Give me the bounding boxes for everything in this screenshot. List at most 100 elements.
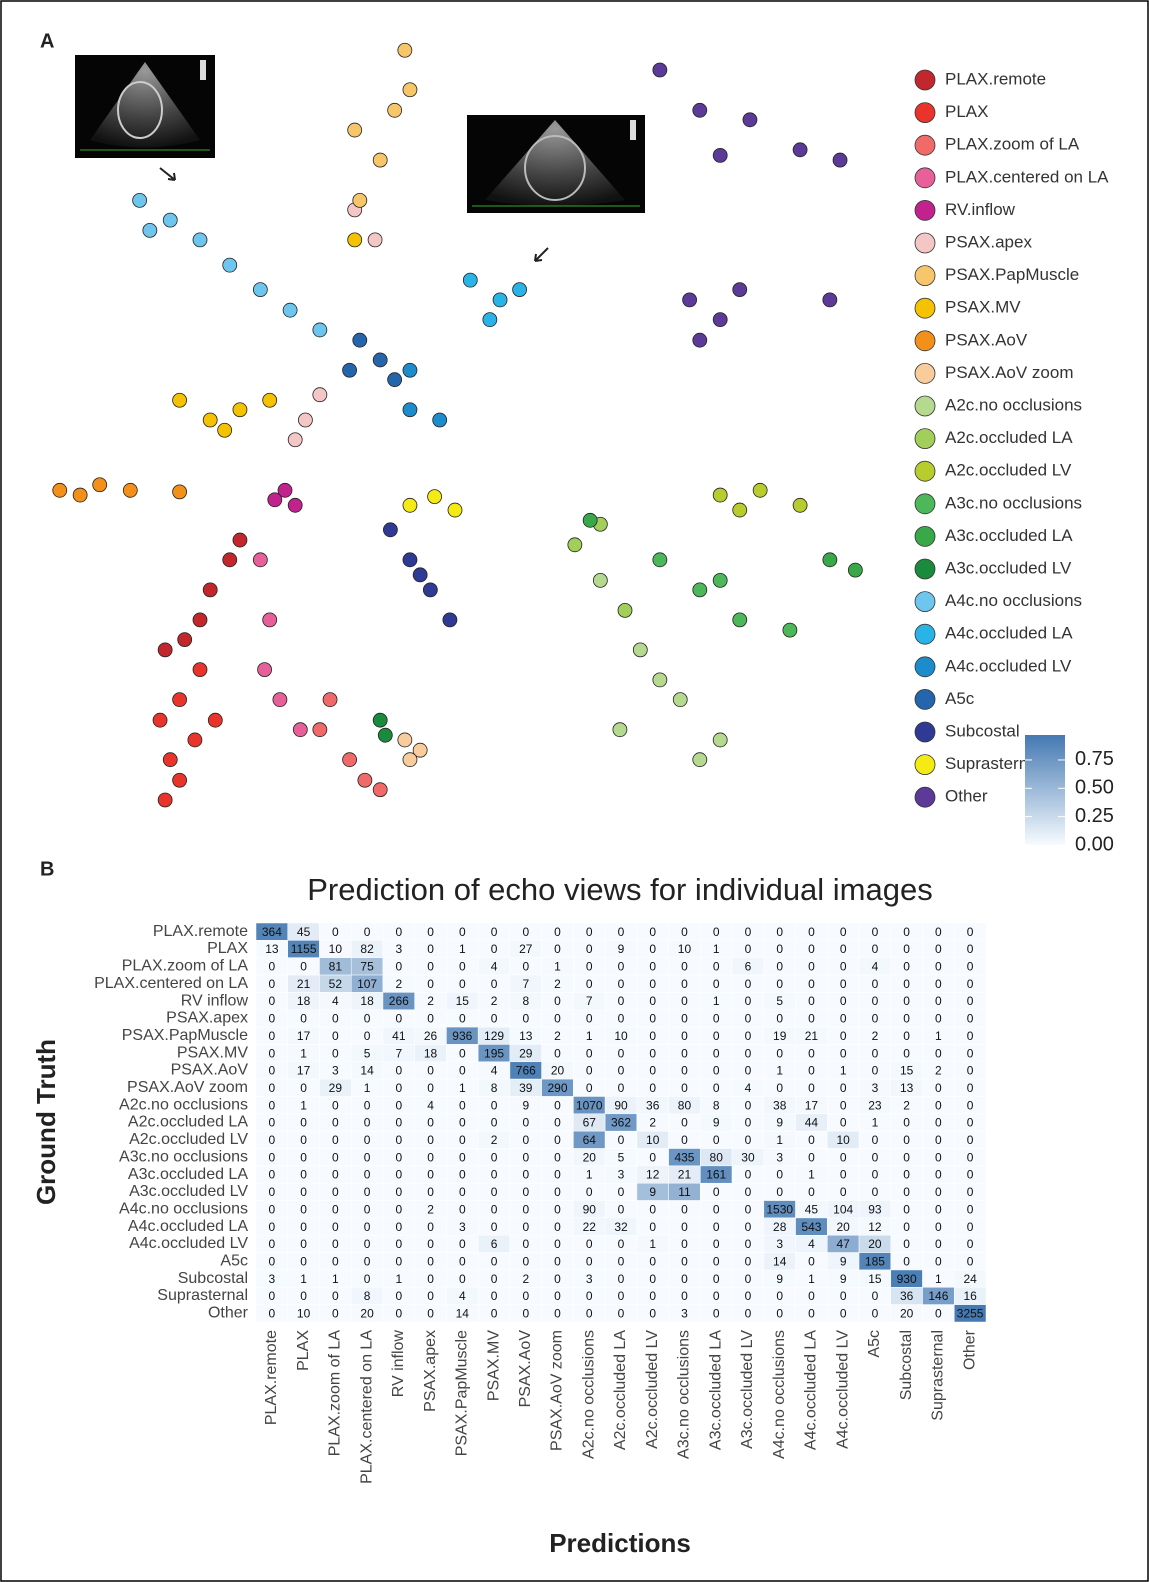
cell-value: 0 (967, 1220, 974, 1234)
cell-value: 8 (491, 1081, 498, 1095)
cell-value: 15 (900, 1064, 914, 1078)
point (792, 142, 808, 158)
cell-value: 93 (868, 1202, 882, 1216)
cell-value: 0 (745, 1289, 752, 1303)
cell-value: 0 (808, 1185, 815, 1199)
cell-value: 0 (300, 1133, 307, 1147)
cell-value: 1 (808, 1272, 815, 1286)
legend-marker (914, 134, 936, 156)
cell-value: 1 (776, 1064, 783, 1078)
cell-value: 0 (459, 1202, 466, 1216)
legend-marker (914, 395, 936, 417)
cell-value: 4 (745, 1081, 752, 1095)
y-tick-label: PLAX.zoom of LA (122, 958, 249, 975)
cell-value: 0 (840, 1289, 847, 1303)
cell-value: 27 (519, 942, 533, 956)
point (277, 482, 293, 498)
legend-label: A2c.occluded LA (945, 428, 1073, 447)
cell-value: 0 (808, 942, 815, 956)
cell-value: 24 (963, 1272, 977, 1286)
y-tick-label: A3c.occluded LA (128, 1166, 248, 1183)
cell-value: 0 (269, 1306, 276, 1320)
point (172, 692, 188, 708)
legend-label: PSAX.AoV zoom (945, 363, 1074, 382)
cell-value: 0 (300, 960, 307, 974)
cell-value: 29 (329, 1081, 343, 1095)
cell-value: 0 (522, 1202, 529, 1216)
cell-value: 47 (836, 1237, 850, 1251)
cell-value: 0 (459, 1133, 466, 1147)
cell-value: 0 (681, 1220, 688, 1234)
point (347, 232, 363, 248)
cell-value: 17 (297, 1029, 311, 1043)
legend-marker (914, 591, 936, 612)
cell-value: 0 (745, 1185, 752, 1199)
cell-value: 20 (360, 1306, 374, 1320)
cell-value: 0 (522, 1012, 529, 1026)
panel-label: B (40, 858, 54, 880)
cell-value: 1 (586, 1168, 593, 1182)
cell-value: 0 (364, 1220, 371, 1234)
cell-value: 17 (805, 1098, 819, 1112)
cell-value: 3 (332, 1064, 339, 1078)
cell-value: 9 (649, 1185, 656, 1199)
point (462, 272, 478, 288)
cell-value: 11 (678, 1185, 691, 1199)
cell-value: 0 (554, 1272, 561, 1286)
y-tick-label: PSAX.PapMuscle (122, 1027, 248, 1044)
cell-value: 0 (903, 1220, 910, 1234)
cell-value: 0 (586, 942, 593, 956)
cell-value: 0 (269, 1202, 276, 1216)
cell-value: 2 (491, 1133, 498, 1147)
cell-value: 0 (872, 1289, 879, 1303)
cell-value: 1 (395, 1272, 402, 1286)
cell-value: 7 (522, 977, 529, 991)
cell-value: 0 (808, 1254, 815, 1268)
cell-value: 0 (745, 1012, 752, 1026)
cell-value: 1 (872, 1116, 879, 1130)
cell-value: 0 (586, 1012, 593, 1026)
cell-value: 0 (935, 1220, 942, 1234)
x-tick-label: RV inflow (390, 1330, 407, 1398)
y-tick-label: A2c.no occlusions (119, 1096, 248, 1113)
colorbar-label: 0.75 (1075, 748, 1114, 770)
cell-value: 0 (586, 1289, 593, 1303)
cell-value: 0 (903, 1029, 910, 1043)
cell-value: 0 (300, 1116, 307, 1130)
x-tick-label: A2c.occluded LV (644, 1330, 661, 1449)
point (847, 562, 863, 578)
cell-value: 0 (808, 1081, 815, 1095)
cell-value: 0 (332, 1202, 339, 1216)
point (432, 412, 448, 428)
cell-value: 0 (935, 1202, 942, 1216)
cell-value: 0 (269, 1046, 276, 1060)
cell-value: 0 (681, 1254, 688, 1268)
cell-value: 0 (649, 977, 656, 991)
point (342, 752, 358, 768)
y-tick-label: A4c.no occlusions (119, 1200, 248, 1217)
point (427, 489, 443, 505)
cell-value: 0 (713, 1272, 720, 1286)
cell-value: 0 (427, 1012, 434, 1026)
cell-value: 3 (618, 1168, 625, 1182)
cell-value: 1 (332, 1272, 339, 1286)
cell-value: 930 (897, 1272, 917, 1286)
x-tick-label: Suprasternal (930, 1330, 947, 1421)
cell-value: 0 (649, 925, 656, 939)
cell-value: 0 (745, 942, 752, 956)
point (192, 612, 208, 628)
cell-value: 0 (554, 1254, 561, 1268)
cell-value: 0 (649, 1289, 656, 1303)
cell-value: 0 (269, 1133, 276, 1147)
cell-value: 9 (713, 1116, 720, 1130)
cell-value: 0 (427, 1081, 434, 1095)
point (267, 492, 283, 508)
legend-marker (914, 69, 936, 91)
cell-value: 20 (583, 1150, 597, 1164)
cell-value: 0 (681, 1064, 688, 1078)
cell-value: 0 (459, 1046, 466, 1060)
point (482, 312, 498, 328)
cell-value: 1 (554, 960, 561, 974)
x-axis-title: Predictions (549, 1528, 691, 1558)
cell-value: 0 (395, 1098, 402, 1112)
